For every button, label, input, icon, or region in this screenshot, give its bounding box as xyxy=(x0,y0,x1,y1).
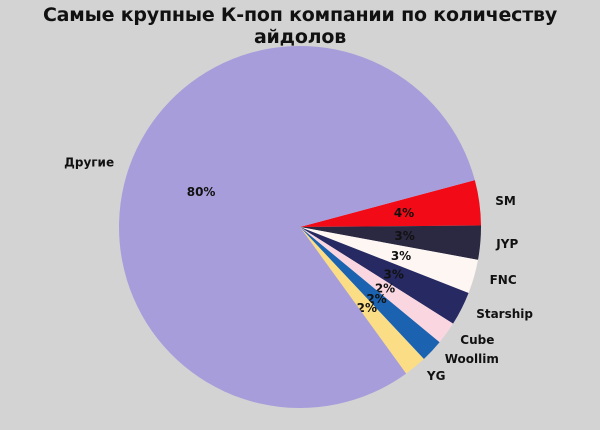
pie-category-label-starship: Starship xyxy=(476,307,533,321)
pie-value-label-cube: 2% xyxy=(375,282,395,296)
pie-category-label-sm: SM xyxy=(495,194,516,208)
pie-value-label-woollim: 2% xyxy=(366,292,386,306)
pie-slice-yg xyxy=(300,227,424,374)
pie-slice-slice-7 xyxy=(118,46,475,409)
pie-slice-woollim xyxy=(300,227,440,359)
pie-category-label-fnc: FNC xyxy=(490,273,517,287)
pie-value-label-starship: 3% xyxy=(384,267,404,281)
pie-value-label-slice-7: 80% xyxy=(187,185,216,199)
pie-value-label-sm: 4% xyxy=(394,206,414,220)
pie-category-label-jyp: JYP xyxy=(495,237,518,251)
pie-value-label-yg: 2% xyxy=(357,301,377,315)
pie-slice-fnc xyxy=(300,227,478,293)
pie-slice-starship xyxy=(300,227,469,324)
pie-value-label-fnc: 3% xyxy=(391,249,411,263)
pie-value-label-jyp: 3% xyxy=(394,229,414,243)
pie-slice-sm xyxy=(300,180,481,227)
chart-title: Самые крупные К-поп компании по количест… xyxy=(42,4,558,48)
pie-category-label-cube: Cube xyxy=(460,333,494,347)
pie-slice-cube xyxy=(300,227,454,343)
pie-category-label-woollim: Woollim xyxy=(445,352,499,366)
pie-category-label-slice-7: Другие xyxy=(64,155,114,169)
pie-slice-jyp xyxy=(300,225,481,260)
pie-category-label-yg: YG xyxy=(426,369,446,383)
